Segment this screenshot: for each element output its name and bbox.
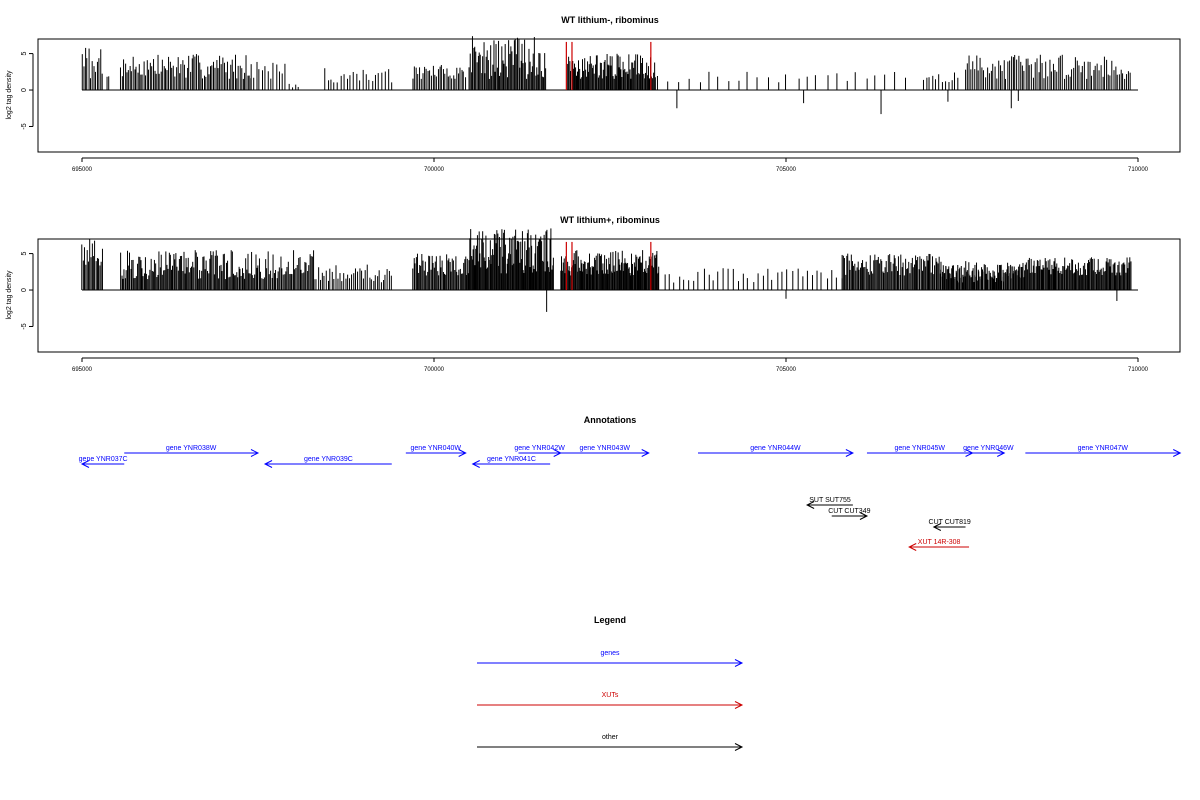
arrowhead <box>471 460 480 468</box>
annotation-feature: CUT CUT819 <box>929 519 971 531</box>
annotation-feature: gene YNR042W <box>514 445 565 457</box>
feature-label: gene YNR040W <box>411 445 462 452</box>
axes: 695000 700000 705000 710000 -5 0 5 <box>21 52 1149 173</box>
y-tick-label: 0 <box>21 288 28 292</box>
coverage-panel-lithium-plus: WT lithium+, ribominus log2 tag density … <box>6 215 1181 373</box>
arrowhead <box>908 543 917 551</box>
x-tick-label: 700000 <box>424 167 445 173</box>
legend-label: other <box>602 734 619 741</box>
coverage-bars <box>81 228 1138 312</box>
arrowhead <box>859 512 869 520</box>
feature-label: gene YNR043W <box>579 445 630 452</box>
arrowhead <box>845 449 854 457</box>
x-tick-label: 700000 <box>424 367 445 373</box>
annotation-feature: gene YNR038W <box>124 445 260 457</box>
annotation-feature: gene YNR046W <box>963 445 1014 457</box>
arrowhead <box>997 449 1006 457</box>
x-tick-label: 705000 <box>776 167 797 173</box>
x-tick-label: 695000 <box>72 367 93 373</box>
arrowhead <box>1173 449 1182 457</box>
y-tick-label: -5 <box>21 323 28 329</box>
annotation-feature: gene YNR039C <box>263 456 392 468</box>
annotation-feature: gene YNR041C <box>471 456 551 468</box>
arrowhead <box>250 449 260 457</box>
y-tick-label: 5 <box>21 252 28 256</box>
feature-label: gene YNR041C <box>487 456 536 463</box>
annotation-feature: gene YNR040W <box>405 445 467 457</box>
axes: 695000 700000 705000 710000 -5 0 5 <box>21 252 1149 373</box>
annotation-features: gene YNR037C gene YNR038W gene YNR039C gene… <box>79 445 1182 551</box>
panel-title: WT lithium+, ribominus <box>560 215 660 225</box>
arrowhead <box>80 460 90 468</box>
y-tick-label: 5 <box>21 52 28 56</box>
feature-label: gene YNR037C <box>79 456 128 463</box>
feature-label: gene YNR047W <box>1078 445 1129 452</box>
annotation-feature: gene YNR037C <box>79 456 128 468</box>
panel-title: WT lithium-, ribominus <box>561 15 659 25</box>
annotation-feature: XUT 14R-308 <box>908 539 970 551</box>
y-axis-label: log2 tag density <box>6 70 13 120</box>
coverage-panel-lithium-minus: WT lithium-, ribominus log2 tag density … <box>6 15 1181 173</box>
feature-label: gene YNR046W <box>963 445 1014 452</box>
legend-item: other <box>477 734 744 751</box>
arrowhead <box>806 501 815 509</box>
x-tick-label: 705000 <box>776 367 797 373</box>
legend-label: genes <box>600 650 620 657</box>
y-axis-label: log2 tag density <box>6 270 13 320</box>
annotation-feature: SUT SUT755 <box>806 497 853 509</box>
legend-item: XUTs <box>477 692 744 709</box>
feature-label: SUT SUT755 <box>809 497 851 504</box>
y-tick-label: 0 <box>21 88 28 92</box>
legend-title: Legend <box>594 615 626 625</box>
legend-label: XUTs <box>602 692 619 699</box>
feature-label: CUT CUT819 <box>929 519 971 526</box>
arrowhead <box>932 523 942 531</box>
arrowhead <box>734 743 744 751</box>
feature-label: gene YNR038W <box>166 445 217 452</box>
plot-frame <box>37 238 1181 353</box>
arrowhead <box>263 460 273 468</box>
feature-label: XUT 14R-308 <box>918 539 961 546</box>
arrowhead <box>734 659 744 667</box>
legend: Legend genes XUTs other <box>477 615 744 751</box>
annotation-feature: gene YNR047W <box>1025 445 1182 457</box>
arrowhead <box>734 701 744 709</box>
x-tick-label: 695000 <box>72 167 93 173</box>
arrowhead <box>641 449 650 457</box>
legend-item: genes <box>477 650 744 667</box>
feature-label: gene YNR044W <box>750 445 801 452</box>
feature-label: CUT CUT349 <box>828 508 870 515</box>
annotation-feature: gene YNR044W <box>698 445 854 457</box>
annotation-feature: gene YNR045W <box>866 445 974 457</box>
feature-label: gene YNR042W <box>514 445 565 452</box>
x-tick-label: 710000 <box>1128 167 1149 173</box>
y-tick-label: -5 <box>21 123 28 129</box>
annotations-title: Annotations <box>584 415 637 425</box>
feature-label: gene YNR039C <box>304 456 353 463</box>
feature-label: gene YNR045W <box>895 445 946 452</box>
x-tick-label: 710000 <box>1128 367 1149 373</box>
legend-items: genes XUTs other <box>477 650 744 751</box>
plot-frame <box>37 38 1181 153</box>
coverage-bars <box>81 36 1138 115</box>
annotation-feature: gene YNR043W <box>560 445 650 457</box>
annotation-feature: CUT CUT349 <box>828 508 871 520</box>
arrowhead <box>458 449 467 457</box>
